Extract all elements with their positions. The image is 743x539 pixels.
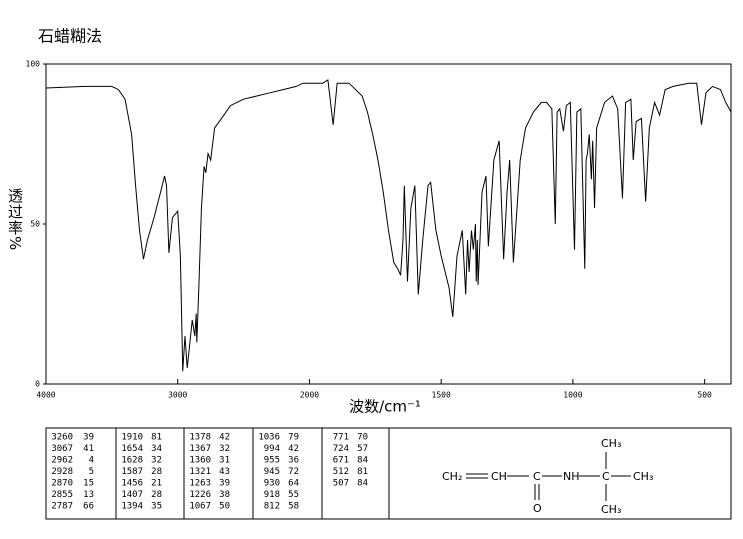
- structure: [466, 452, 631, 501]
- peak-wavenumber: 771: [333, 433, 349, 443]
- plot-frame: [45, 63, 732, 385]
- peak-transmittance: 79: [288, 433, 299, 443]
- peak-wavenumber: 1378: [189, 433, 211, 443]
- peak-wavenumber: 2870: [51, 479, 73, 489]
- peak-wavenumber: 994: [264, 444, 280, 454]
- y-tick-label: 0: [35, 380, 40, 389]
- peak-transmittance: 38: [219, 490, 230, 500]
- peak-transmittance: 13: [83, 490, 94, 500]
- peak-wavenumber: 1226: [189, 490, 211, 500]
- structure-label: C: [533, 470, 541, 483]
- x-tick-label: 500: [697, 391, 712, 400]
- peak-transmittance: 35: [151, 502, 162, 512]
- peak-wavenumber: 1628: [121, 456, 143, 466]
- y-tick-label: 50: [30, 220, 40, 229]
- peak-transmittance: 84: [357, 456, 368, 466]
- peak-transmittance: 70: [357, 433, 368, 443]
- structure-label: NH: [563, 470, 580, 483]
- peak-wavenumber: 918: [264, 490, 280, 500]
- peak-wavenumber: 2928: [51, 467, 73, 477]
- peak-wavenumber: 1407: [121, 490, 143, 500]
- chart-title: 石蜡糊法: [38, 27, 102, 46]
- peak-wavenumber: 1321: [189, 467, 211, 477]
- structure-label: CH₂: [442, 470, 462, 483]
- peak-transmittance: 81: [357, 467, 368, 477]
- peak-transmittance: 28: [151, 490, 162, 500]
- peak-transmittance: 32: [151, 456, 162, 466]
- y-tick-label: 100: [26, 60, 41, 69]
- peak-wavenumber: 955: [264, 456, 280, 466]
- peak-wavenumber: 1367: [189, 444, 211, 454]
- peak-transmittance: 39: [83, 433, 94, 443]
- peak-wavenumber: 2787: [51, 502, 73, 512]
- x-tick-label: 3000: [168, 391, 187, 400]
- peak-transmittance: 64: [288, 479, 299, 489]
- peak-wavenumber: 1394: [121, 502, 143, 512]
- x-tick-label: 4000: [36, 391, 55, 400]
- structure-label: C: [602, 470, 610, 483]
- structure-label: CH₃: [601, 437, 621, 450]
- x-tick-label: 1000: [563, 391, 582, 400]
- peak-wavenumber: 1910: [121, 433, 143, 443]
- peak-wavenumber: 2962: [51, 456, 73, 466]
- peak-wavenumber: 507: [333, 479, 349, 489]
- peak-transmittance: 36: [288, 456, 299, 466]
- structure-label: CH₃: [633, 470, 653, 483]
- peak-transmittance: 72: [288, 467, 299, 477]
- structure-label: O: [533, 502, 542, 515]
- x-tick-label: 1500: [432, 391, 451, 400]
- peak-wavenumber: 1654: [121, 444, 143, 454]
- peak-wavenumber: 930: [264, 479, 280, 489]
- peak-wavenumber: 1360: [189, 456, 211, 466]
- peak-transmittance: 50: [219, 502, 230, 512]
- peak-wavenumber: 945: [264, 467, 280, 477]
- peak-wavenumber: 812: [264, 502, 280, 512]
- peak-wavenumber: 724: [333, 444, 349, 454]
- peak-transmittance: 39: [219, 479, 230, 489]
- peak-wavenumber: 671: [333, 456, 349, 466]
- peak-transmittance: 57: [357, 444, 368, 454]
- peak-wavenumber: 3067: [51, 444, 73, 454]
- structure-label: CH: [491, 470, 507, 483]
- peak-wavenumber: 1587: [121, 467, 143, 477]
- peak-transmittance: 43: [219, 467, 230, 477]
- peak-wavenumber: 512: [333, 467, 349, 477]
- peak-wavenumber: 1067: [189, 502, 211, 512]
- peak-transmittance: 21: [151, 479, 162, 489]
- x-tick-label: 2000: [300, 391, 319, 400]
- peak-transmittance: 32: [219, 444, 230, 454]
- peak-wavenumber: 2855: [51, 490, 73, 500]
- y-axis-label: 透过率%: [6, 188, 24, 252]
- peak-transmittance: 55: [288, 490, 299, 500]
- peak-transmittance: 81: [151, 433, 162, 443]
- peak-transmittance: 5: [89, 467, 94, 477]
- peak-transmittance: 4: [89, 456, 94, 466]
- peak-transmittance: 42: [219, 433, 230, 443]
- structure-label: CH₃: [601, 503, 621, 516]
- spectrum-line: [45, 79, 732, 372]
- peak-wavenumber: 3260: [51, 433, 73, 443]
- peak-transmittance: 58: [288, 502, 299, 512]
- peak-transmittance: 41: [83, 444, 94, 454]
- peak-transmittance: 84: [357, 479, 368, 489]
- peak-transmittance: 31: [219, 456, 230, 466]
- peak-transmittance: 15: [83, 479, 94, 489]
- x-axis-label: 波数/cm⁻¹: [349, 398, 421, 416]
- peak-wavenumber: 1263: [189, 479, 211, 489]
- peak-wavenumber: 1456: [121, 479, 143, 489]
- peak-transmittance: 28: [151, 467, 162, 477]
- peak-transmittance: 42: [288, 444, 299, 454]
- peak-transmittance: 34: [151, 444, 162, 454]
- peak-transmittance: 66: [83, 502, 94, 512]
- peak-wavenumber: 1036: [258, 433, 280, 443]
